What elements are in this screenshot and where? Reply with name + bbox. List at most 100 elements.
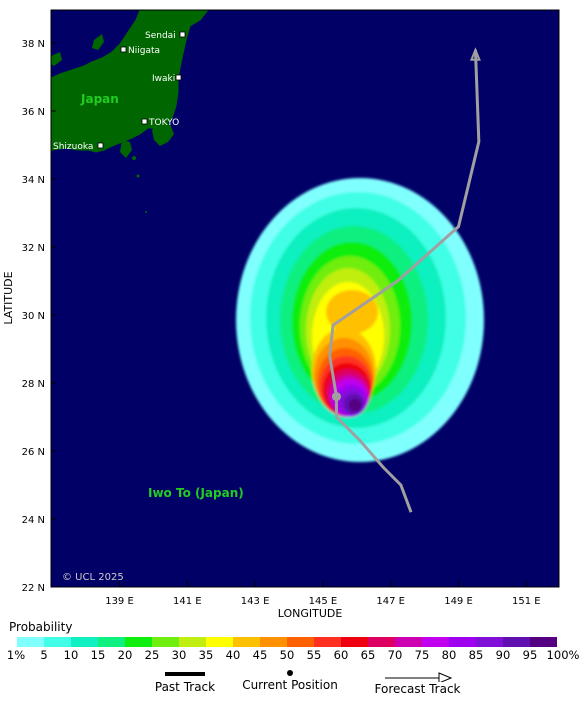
peninsula-land (152, 120, 174, 146)
izu-land (120, 140, 132, 158)
colorbar-tick-label: 25 (144, 648, 160, 662)
colorbar-swatch (314, 637, 341, 647)
probability-colorbar (17, 637, 557, 647)
colorbar-swatch (530, 637, 557, 647)
niigata-marker (120, 46, 127, 53)
colorbar-swatch (476, 637, 503, 647)
japan-land (51, 10, 209, 153)
colorbar-tick-label: 65 (360, 648, 376, 662)
x-tick-label: 141 E (173, 596, 202, 607)
y-axis-title: LATITUDE (2, 271, 15, 324)
colorbar-tick-label: 35 (198, 648, 214, 662)
colorbar-tick-label: 80 (441, 648, 457, 662)
sendai-marker (179, 31, 186, 38)
japan-label: Japan (80, 92, 119, 106)
colorbar-tick-label: 20 (117, 648, 133, 662)
colorbar-swatch (179, 637, 206, 647)
colorbar-tick-label: 10 (63, 648, 79, 662)
colorbar-swatch (449, 637, 476, 647)
colorbar-swatch (368, 637, 395, 647)
colorbar-tick-label: 5 (40, 648, 48, 662)
colorbar-swatch (71, 637, 98, 647)
forecast-track-line (328, 49, 481, 513)
colorbar-swatch (260, 637, 287, 647)
x-tick-label: 145 E (309, 596, 338, 607)
x-tick-label: 147 E (376, 596, 405, 607)
x-tick-label: 151 E (512, 596, 541, 607)
x-tick-label: 139 E (105, 596, 134, 607)
legend-title: Probability (9, 620, 73, 634)
x-axis: 139 E 141 E 143 E 145 E 147 E 149 E 151 E (105, 581, 541, 607)
x-axis-title: LONGITUDE (278, 607, 343, 620)
y-tick-label: 28 N (22, 379, 45, 390)
y-tick-label: 24 N (22, 515, 45, 526)
y-tick-label: 34 N (22, 175, 45, 186)
forecast-track-arrow-icon (384, 672, 452, 682)
colorbar-swatch (44, 637, 71, 647)
izu-islet (145, 211, 147, 213)
colorbar-tick-label: 40 (225, 648, 241, 662)
y-tick-label: 32 N (22, 243, 45, 254)
current-position-label: Current Position (242, 678, 338, 692)
iwaki-marker (175, 74, 182, 81)
colorbar-swatch (206, 637, 233, 647)
colorbar-tick-label: 45 (252, 648, 268, 662)
niigata-label: Niigata (128, 46, 160, 56)
colorbar-tick-labels: 1% 5 10 15 20 25 30 35 40 45 50 55 60 65 70 75 80 85 90 95 1… (0, 648, 580, 662)
colorbar-tick-label: 75 (414, 648, 430, 662)
forecast-track-label: Forecast Track (374, 682, 461, 696)
colorbar-tick-label: 55 (306, 648, 322, 662)
current-position-key: Current Position (235, 670, 345, 692)
izu-islet (132, 156, 136, 160)
current-position-dot (287, 670, 293, 676)
prob-band (349, 399, 361, 411)
iwaki-label: Iwaki (152, 74, 175, 84)
colorbar-tick-label: 30 (171, 648, 187, 662)
shizuoka-label: Shizuoka (53, 142, 93, 152)
colorbar-swatch (287, 637, 314, 647)
probability-swath (236, 178, 484, 462)
city-markers: Sendai Niigata Iwaki TOKYO Shizuoka (53, 31, 186, 152)
colorbar-swatch (17, 637, 44, 647)
colorbar-tick-label: 90 (495, 648, 511, 662)
colorbar-tick-label: 70 (387, 648, 403, 662)
past-track-key: Past Track (150, 672, 220, 694)
y-tick-label: 38 N (22, 39, 45, 50)
colorbar-tick-label: 95 (522, 648, 538, 662)
y-tick-label: 36 N (22, 107, 45, 118)
izu-islet (136, 174, 140, 178)
colorbar-tick-label: 50 (279, 648, 295, 662)
x-tick-label: 143 E (241, 596, 270, 607)
colorbar-tick-label: 60 (333, 648, 349, 662)
sado-island (92, 34, 104, 50)
sendai-label: Sendai (145, 31, 176, 41)
colorbar-swatch (233, 637, 260, 647)
y-tick-label: 30 N (22, 311, 45, 322)
y-tick-label: 22 N (22, 583, 45, 594)
y-tick-label: 26 N (22, 447, 45, 458)
forecast-track-key: Forecast Track (365, 672, 470, 696)
past-track-label: Past Track (154, 680, 216, 694)
colorbar-swatch (503, 637, 530, 647)
forecast-track-arrowhead (469, 47, 481, 61)
colorbar-tick-label: 15 (90, 648, 106, 662)
colorbar-swatch (341, 637, 368, 647)
copyright-label: © UCL 2025 (62, 572, 124, 583)
colorbar-swatch (422, 637, 449, 647)
plot-frame (50, 9, 560, 588)
colorbar-swatch (98, 637, 125, 647)
probability-map: Sendai Niigata Iwaki TOKYO Shizuoka Japa… (2, 9, 560, 620)
colorbar-tick-label: 85 (468, 648, 484, 662)
tokyo-marker (141, 118, 148, 125)
shizuoka-marker (97, 142, 104, 149)
colorbar-tick-label: 1% (6, 648, 26, 662)
iwo-to-label: Iwo To (Japan) (148, 486, 244, 500)
x-tick-label: 149 E (444, 596, 473, 607)
past-track-line (165, 672, 205, 676)
colorbar-swatch (395, 637, 422, 647)
colorbar-swatch (152, 637, 179, 647)
current-position-marker (331, 392, 341, 402)
small-island (51, 52, 62, 66)
colorbar-swatch (125, 637, 152, 647)
tokyo-label: TOKYO (148, 118, 179, 128)
